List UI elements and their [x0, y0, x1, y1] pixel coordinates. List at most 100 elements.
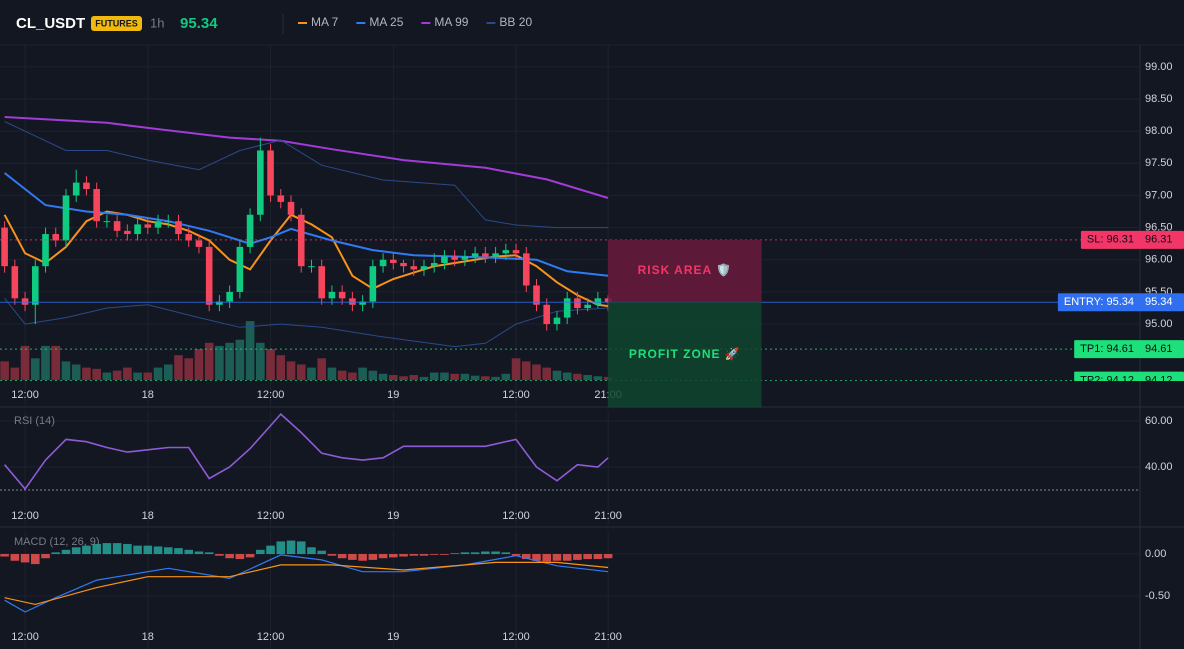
legend-label[interactable]: BB 20 [499, 15, 532, 29]
volume-bar [521, 361, 531, 380]
interval[interactable]: 1h [150, 15, 164, 30]
macd-histogram-bar [552, 554, 562, 561]
candle-body [134, 224, 141, 235]
macd-histogram-bar [593, 554, 603, 560]
macd-histogram-bar [470, 552, 480, 555]
x-tick-label: 12:00 [257, 510, 285, 522]
candle-body [205, 246, 213, 305]
y-tick-label: 98.00 [1145, 125, 1173, 137]
zone-label: PROFIT ZONE 🚀 [629, 347, 741, 361]
volume-bar [153, 367, 163, 380]
rsi-pane: 40.00 60.00 12:00 18 12:00 19 12:00 21:00 RSI (1… [0, 410, 1173, 527]
macd-histogram-bar [460, 552, 470, 555]
volume-bar [194, 349, 204, 380]
volume-bar [583, 375, 592, 380]
legend-label[interactable]: MA 7 [311, 15, 339, 29]
macd-histogram-bar [532, 554, 541, 561]
volume-bar [378, 373, 388, 380]
x-tick-label: 12:00 [11, 510, 39, 522]
x-tick-label: 12:00 [257, 631, 285, 643]
futures-badge-text: FUTURES [95, 18, 138, 28]
candle-body [144, 224, 152, 228]
zone [608, 302, 762, 408]
candle-body [113, 221, 121, 231]
macd-histogram-bar [245, 554, 255, 558]
candle-body [379, 259, 387, 267]
candle-body [11, 266, 19, 299]
candle-body [103, 221, 111, 223]
ma-line [4, 116, 609, 199]
macd-histogram-bar [399, 554, 408, 557]
y-tick-label: 0.00 [1145, 548, 1166, 560]
level-label: TP2: 94.12 [1080, 375, 1134, 387]
macd-histogram-bar [41, 554, 50, 559]
volume-bar [133, 372, 142, 380]
legend-label[interactable]: MA 99 [434, 15, 468, 29]
volume-bar [317, 358, 326, 380]
candle-body [533, 285, 540, 305]
candle-body [277, 195, 285, 202]
macd-histogram-bar [71, 547, 81, 555]
volume-bar [429, 372, 439, 380]
macd-histogram-bar [429, 554, 439, 555]
macd-pane: -0.50 0.00 12:00 18 12:00 19 12:00 21:00 MACD (1… [0, 530, 1170, 649]
volume-bar [215, 345, 224, 380]
volume-bar [82, 367, 91, 380]
price-pane: 95.0095.5096.0096.5097.0097.5098.0098.50… [0, 45, 1184, 407]
candle-body [522, 253, 530, 286]
candle-body [93, 189, 100, 222]
candle-body [349, 298, 356, 305]
candle-body [175, 221, 182, 235]
macd-histogram-bar [573, 554, 582, 560]
candle-body [318, 266, 325, 299]
macd-histogram-bar [174, 548, 183, 555]
volume-bar [71, 364, 81, 380]
candle-body [430, 262, 438, 267]
volume-bar [30, 358, 40, 380]
macd-histogram-bar [296, 541, 306, 555]
macd-histogram-bar [337, 554, 347, 559]
candle-body [338, 291, 346, 299]
volume-bar [184, 358, 194, 380]
candle-body [594, 298, 602, 305]
volume-bar [542, 367, 552, 380]
candle-body [584, 304, 591, 308]
volume-bar [163, 364, 173, 380]
macd-histogram-bar [123, 543, 132, 555]
candle-body [359, 301, 366, 305]
x-tick-label: 18 [142, 389, 154, 401]
volume-bar [409, 375, 419, 380]
candle-body [216, 301, 223, 305]
macd-line [4, 554, 609, 613]
macd-histogram-bar [307, 547, 316, 555]
x-tick-label: 12:00 [11, 389, 39, 401]
macd-histogram-bar [368, 554, 378, 560]
volume-bar [481, 376, 490, 380]
macd-histogram-bar [20, 554, 30, 563]
volume-bar [225, 342, 234, 380]
volume-bar [501, 373, 511, 380]
macd-histogram-bar [440, 554, 449, 555]
macd-histogram-bar [542, 554, 552, 562]
legend-label[interactable]: MA 25 [369, 15, 403, 29]
macd-histogram-bar [225, 554, 234, 559]
macd-histogram-bar [163, 547, 173, 555]
x-tick-label: 18 [142, 631, 154, 643]
x-tick-label: 19 [387, 510, 399, 522]
volume-bar [399, 376, 408, 380]
macd-histogram-bar [235, 554, 245, 560]
level-price: 95.34 [1145, 296, 1173, 308]
candle-body [400, 262, 407, 267]
level-box [1074, 371, 1184, 381]
candle-body [308, 266, 315, 268]
volume-bar [51, 345, 61, 380]
volume-bar [102, 372, 112, 380]
candle-body [451, 256, 458, 260]
candle-body [369, 266, 377, 302]
zone-label: RISK AREA 🛡️ [638, 263, 732, 277]
macd-histogram-bar [491, 551, 500, 555]
candle-body [236, 246, 244, 292]
candle-body [246, 214, 254, 247]
volume-bar [511, 358, 521, 380]
macd-histogram-bar [61, 549, 71, 555]
